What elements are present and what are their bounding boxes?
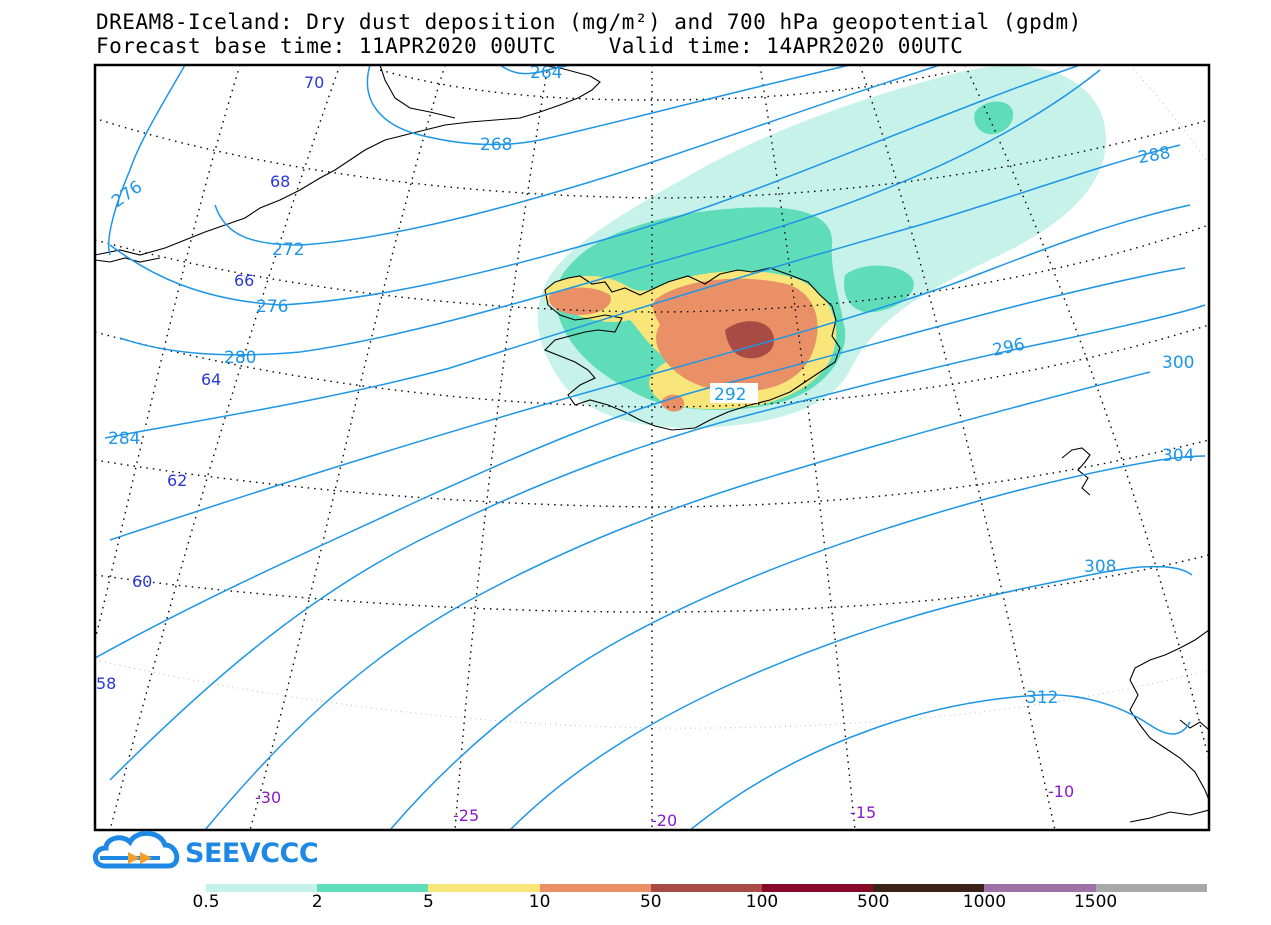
longitude-label: -20 xyxy=(651,811,677,830)
cloud-logo-icon xyxy=(92,830,180,869)
colorbar-segment xyxy=(317,884,429,892)
colorbar-tick-label: 500 xyxy=(856,892,890,912)
dust-area-10 xyxy=(549,287,611,315)
latitude-label: 70 xyxy=(304,73,324,92)
contour-label: 272 xyxy=(272,240,304,260)
colorbar-segment xyxy=(984,884,1096,892)
map-frame xyxy=(93,63,1211,832)
greenland-coast xyxy=(95,257,161,263)
colorbar-tick-label: 5 xyxy=(422,892,434,912)
contour-label: 284 xyxy=(108,429,140,449)
colorbar xyxy=(206,884,1207,892)
parallel-line xyxy=(95,554,1209,613)
contour-label: 288 xyxy=(1137,143,1172,168)
latitude-label: 68 xyxy=(270,172,290,191)
contour-label: 292 xyxy=(714,385,746,405)
contour-280 xyxy=(119,69,1101,356)
contour-296 xyxy=(109,304,1206,781)
longitude-label: -25 xyxy=(453,806,479,825)
colorbar-tick-label: 0.5 xyxy=(192,892,220,912)
colorbar-segment xyxy=(206,884,318,892)
norway-coast xyxy=(1129,809,1209,823)
greenland-coast xyxy=(95,65,601,256)
greenland-coast xyxy=(379,65,456,119)
colorbar-tick-label: 100 xyxy=(745,892,779,912)
contour-label: 308 xyxy=(1084,557,1116,577)
colorbar-segment xyxy=(761,884,874,892)
coastlines xyxy=(95,65,1209,823)
dust-area-10 xyxy=(661,394,685,412)
iceland-coast xyxy=(544,267,841,431)
colorbar-segment xyxy=(428,884,540,892)
contour-288 xyxy=(109,204,1191,541)
contour-label: 264 xyxy=(530,63,562,83)
longitude-label: -10 xyxy=(1048,782,1074,801)
longitude-label-group: -30 -25 -20 -15 -10 xyxy=(255,782,1074,830)
contour-300 xyxy=(204,371,1151,830)
contour-label: 296 xyxy=(991,335,1027,361)
dust-area-2 xyxy=(974,101,1014,135)
latitude-label: 60 xyxy=(132,572,152,591)
meridian-line xyxy=(249,65,446,830)
parallel-line xyxy=(95,439,1209,508)
contour-264 xyxy=(499,65,577,75)
contour-276 xyxy=(109,65,1081,306)
norway-coast xyxy=(1129,629,1209,801)
contour-label: 300 xyxy=(1162,353,1194,373)
colorbar-tick-label: 1000 xyxy=(962,892,1007,912)
colorbar-tick-label: 1500 xyxy=(1073,892,1118,912)
contour-276-left xyxy=(107,65,186,256)
seevccc-logo-text: SEEVCCC xyxy=(185,838,319,869)
colorbar-segment xyxy=(650,884,762,892)
contour-284 xyxy=(104,144,1181,439)
latitude-label: 66 xyxy=(234,271,254,290)
colorbar-segment xyxy=(1095,884,1207,892)
latitude-label-group: 70 68 66 64 62 60 58 xyxy=(96,73,324,693)
contour-label: 304 xyxy=(1162,446,1194,466)
norway-coast xyxy=(1179,719,1209,731)
faroe-coast xyxy=(1061,447,1091,496)
graticule-outer xyxy=(95,65,1209,729)
contour-292 xyxy=(95,267,1186,659)
parallel-line xyxy=(99,119,1209,199)
dust-area-2 xyxy=(844,265,914,313)
colorbar-tick-label: 10 xyxy=(528,892,551,912)
parallel-line xyxy=(379,69,961,101)
meridian-line xyxy=(454,65,549,830)
contour-272 xyxy=(214,65,941,246)
meridian-line xyxy=(759,65,856,830)
colorbar-segment xyxy=(873,884,985,892)
contour-label: 280 xyxy=(224,348,256,368)
map-title-line1: DREAM8-Iceland: Dry dust deposition (mg/… xyxy=(96,10,1082,34)
geopotential-contours xyxy=(95,65,1206,830)
contour-268 xyxy=(366,65,851,146)
contour-label: 268 xyxy=(480,135,512,155)
parallel-line xyxy=(95,224,1209,313)
contour-label: 276 xyxy=(108,177,146,212)
parallel-line xyxy=(95,324,1209,408)
contour-308 xyxy=(509,565,1193,830)
colorbar-tick-label: 2 xyxy=(311,892,323,912)
map-title-line2: Forecast base time: 11APR2020 00UTC Vali… xyxy=(96,34,964,58)
latitude-label: 58 xyxy=(96,674,116,693)
meridian-line xyxy=(95,65,241,641)
colorbar-segment xyxy=(539,884,651,892)
contour-label: 276 xyxy=(256,297,288,317)
colorbar-tick-label: 50 xyxy=(639,892,662,912)
longitude-label: -30 xyxy=(255,788,281,807)
contour-312 xyxy=(689,694,1191,830)
latitude-label: 62 xyxy=(167,471,187,490)
meridian-line xyxy=(109,65,341,830)
contour-304 xyxy=(389,455,1206,830)
graticule xyxy=(95,65,1209,830)
dust-area-50 xyxy=(725,321,775,359)
longitude-label: -15 xyxy=(850,803,876,822)
latitude-label: 64 xyxy=(201,370,221,389)
contour-label: 312 xyxy=(1026,688,1058,708)
